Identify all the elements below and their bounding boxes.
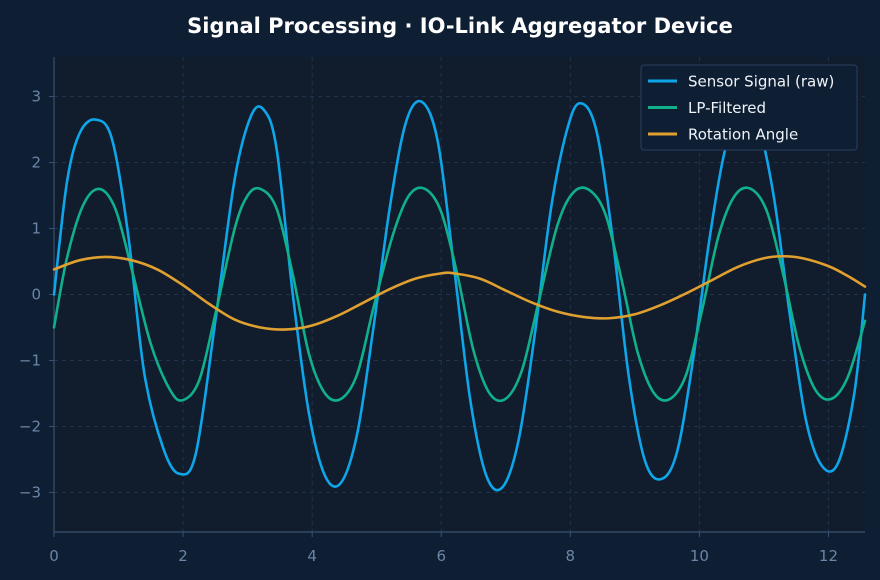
x-tick-label: 0 xyxy=(49,547,59,565)
y-tick-label: 2 xyxy=(31,154,41,172)
x-tick-label: 12 xyxy=(819,547,838,565)
chart-title: Signal Processing · IO-Link Aggregator D… xyxy=(187,14,733,38)
legend-label: LP-Filtered xyxy=(688,99,766,117)
y-tick-label: 0 xyxy=(31,286,41,304)
y-tick-label: 3 xyxy=(31,88,41,106)
y-tick-label: 1 xyxy=(31,220,41,238)
legend-label: Rotation Angle xyxy=(688,126,798,144)
y-tick-label: −1 xyxy=(19,351,41,369)
legend-item-sensor-signal-raw: Sensor Signal (raw) xyxy=(648,73,834,91)
x-tick-label: 8 xyxy=(566,547,576,565)
x-tick-label: 4 xyxy=(307,547,317,565)
legend-item-rotation-angle: Rotation Angle xyxy=(648,126,798,144)
legend: Sensor Signal (raw) LP-Filtered Rotation A… xyxy=(640,64,858,151)
x-tick-label: 6 xyxy=(436,547,446,565)
legend-item-lp-filtered: LP-Filtered xyxy=(648,99,766,117)
y-tick-label: −3 xyxy=(19,483,41,501)
rotation-angle-line xyxy=(52,254,867,331)
legend-label: Sensor Signal (raw) xyxy=(688,73,834,91)
x-tick-label: 2 xyxy=(178,547,188,565)
x-tick-label: 10 xyxy=(690,547,709,565)
legend-box xyxy=(640,64,858,151)
y-tick-label: −2 xyxy=(19,417,41,435)
